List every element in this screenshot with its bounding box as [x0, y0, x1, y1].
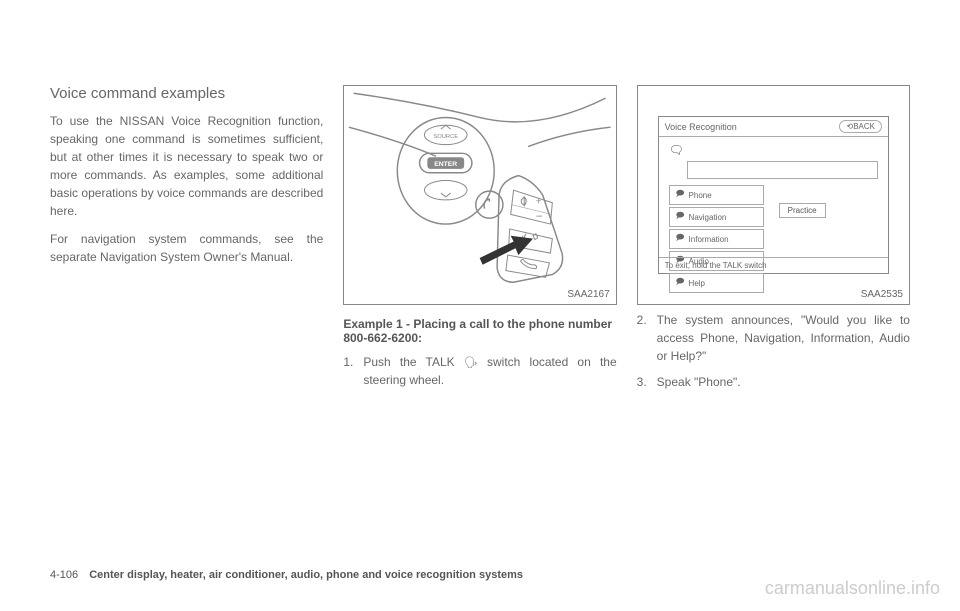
figure-1-label: SAA2167 — [567, 289, 609, 300]
footer-title: Center display, heater, air conditioner,… — [89, 569, 523, 581]
vr-back-button: ⟲BACK — [839, 120, 882, 133]
column-2: SOURCE ENTER + − — [343, 85, 616, 505]
step-2-number: 2. — [637, 311, 647, 365]
bubble-icon: 🗩 — [676, 276, 685, 290]
paragraph-2: For navigation system commands, see the … — [50, 230, 323, 266]
page-number: 4-106 — [50, 569, 78, 581]
step-3-text: Speak "Phone". — [657, 373, 910, 391]
example-1-title: Example 1 - Placing a call to the phone … — [343, 317, 616, 345]
step-2-text: The system announces, "Would you like to… — [657, 311, 910, 365]
step-1-text-a: Push the TALK — [363, 355, 464, 369]
enter-button-label: ENTER — [435, 161, 458, 168]
vr-title: Voice Recognition — [665, 122, 737, 132]
step-2: 2. The system announces, "Would you like… — [637, 311, 910, 365]
figure-steering-controls: SOURCE ENTER + − — [343, 85, 616, 305]
vr-menu-navigation: 🗩 Navigation — [669, 207, 764, 227]
speech-bubble-icon: 🗨 — [669, 143, 878, 157]
figure-2-label: SAA2535 — [861, 289, 903, 300]
bubble-icon: 🗩 — [676, 188, 685, 202]
volume-minus-icon: − — [536, 210, 543, 223]
vr-menu-phone-label: Phone — [689, 191, 712, 200]
page-footer: 4-106 Center display, heater, air condit… — [50, 569, 523, 581]
vr-menu-help: 🗩 Help — [669, 273, 764, 293]
vr-menu-phone: 🗩 Phone — [669, 185, 764, 205]
vr-menu-help-label: Help — [689, 279, 705, 288]
step-3: 3. Speak "Phone". — [637, 373, 910, 391]
vr-practice-button: Practice — [779, 203, 826, 218]
vr-menu-list: 🗩Phone 🗩Navigation 🗩Information 🗩Audio 🗩… — [669, 185, 764, 293]
column-1: Voice command examples To use the NISSAN… — [50, 85, 323, 505]
vr-footer-text: To exit, hold the TALK switch — [659, 257, 888, 273]
vr-menu-information-label: Information — [689, 235, 729, 244]
vr-menu-navigation-label: Navigation — [689, 213, 727, 222]
section-title: Voice command examples — [50, 85, 323, 102]
paragraph-1: To use the NISSAN Voice Recognition func… — [50, 112, 323, 220]
vr-body: 🗨 🗩Phone 🗩Navigation 🗩Information 🗩Audio… — [659, 137, 888, 299]
vr-screen: Voice Recognition ⟲BACK 🗨 🗩 Phone 🗩 Naviga… — [658, 116, 889, 274]
step-1-text: Push the TALK 🗣 switch located on the st… — [363, 353, 616, 389]
talk-icon: 🗣 — [464, 355, 478, 372]
source-button-label: SOURCE — [434, 134, 459, 140]
step-1: 1. Push the TALK 🗣 switch located on the… — [343, 353, 616, 389]
vr-menu-information: 🗩 Information — [669, 229, 764, 249]
step-3-number: 3. — [637, 373, 647, 391]
vr-header: Voice Recognition ⟲BACK — [659, 117, 888, 137]
pointer-arrow-icon — [480, 236, 533, 265]
volume-plus-icon: + — [536, 197, 542, 208]
steering-wheel-svg: SOURCE ENTER + − — [344, 86, 615, 304]
step-1-number: 1. — [343, 353, 353, 389]
page-content: Voice command examples To use the NISSAN… — [50, 85, 910, 505]
vr-input-box — [687, 161, 878, 179]
figure-voice-recognition-screen: Voice Recognition ⟲BACK 🗨 🗩 Phone 🗩 Naviga… — [637, 85, 910, 305]
bubble-icon: 🗩 — [676, 210, 685, 224]
vr-menu: 🗩Phone 🗩Navigation 🗩Information 🗩Audio 🗩… — [669, 185, 878, 293]
watermark: carmanualsonline.info — [765, 578, 940, 599]
column-3: Voice Recognition ⟲BACK 🗨 🗩 Phone 🗩 Naviga… — [637, 85, 910, 505]
bubble-icon: 🗩 — [676, 232, 685, 246]
